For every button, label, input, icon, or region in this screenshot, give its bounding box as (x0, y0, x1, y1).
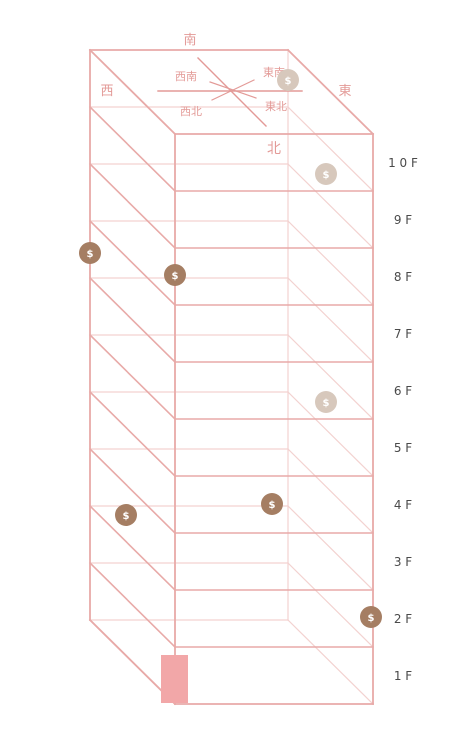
floor-west-line (88, 276, 177, 364)
marker-circle (164, 264, 186, 286)
roof-east-edge (286, 48, 375, 136)
floor-west-line (88, 618, 177, 706)
floor-label-3f: 3 F (394, 555, 412, 569)
dollar-icon: $ (368, 613, 375, 624)
back-diagonal (287, 505, 374, 591)
marker-circle (360, 606, 382, 628)
money-marker: $ (261, 493, 283, 515)
back-frame-lines (89, 49, 374, 705)
floor-west-line (88, 162, 177, 250)
roof-west-edge (88, 48, 177, 136)
back-diagonal (287, 334, 374, 420)
marker-circle (315, 391, 337, 413)
back-diagonal (287, 619, 374, 705)
floor-label-5f: 5 F (394, 441, 412, 455)
floor-west-line (88, 447, 177, 535)
floor-label-7f: 7 F (394, 327, 412, 341)
money-marker: $ (79, 242, 101, 264)
marker-circle (277, 69, 299, 91)
compass-diagonal-minor (211, 79, 255, 101)
money-marker: $ (315, 163, 337, 185)
money-marker: $ (277, 69, 299, 91)
floor-label-10f: 1 0 F (388, 156, 418, 170)
back-diagonal (287, 391, 374, 477)
back-diagonal (287, 163, 374, 249)
floor-label-6f: 6 F (394, 384, 412, 398)
compass-diagonal-axis (197, 57, 267, 127)
marker-circle (115, 504, 137, 526)
floor-west-line (88, 504, 177, 592)
compass-south-label: 南 (183, 32, 196, 48)
floor-label-2f: 2 F (394, 612, 412, 626)
compass-northeast-label: 東北 (265, 100, 287, 113)
money-marker: $ (164, 264, 186, 286)
compass-west-label: 西 (100, 84, 113, 99)
dollar-icon: $ (172, 271, 179, 282)
building-frame (88, 48, 375, 706)
floor-label-9f: 9 F (394, 213, 412, 227)
floor-west-line (88, 390, 177, 478)
floor-label-4f: 4 F (394, 498, 412, 512)
money-markers: $ $ $ $ $ $ $ $ (79, 69, 382, 628)
compass-southwest-label: 西南 (175, 70, 197, 83)
money-marker: $ (115, 504, 137, 526)
marker-circle (315, 163, 337, 185)
money-marker: $ (315, 391, 337, 413)
dollar-icon: $ (87, 249, 94, 260)
compass-north-label: 北 (267, 141, 281, 157)
back-diagonal (287, 106, 374, 192)
compass-northwest-label: 西北 (180, 105, 202, 118)
floor-west-line (88, 219, 177, 307)
floor-west-line (88, 333, 177, 421)
back-diagonal (287, 277, 374, 363)
marker-circle (261, 493, 283, 515)
dollar-icon: $ (123, 511, 130, 522)
floor-label-1f: 1 F (394, 669, 412, 683)
dollar-icon: $ (285, 76, 292, 87)
money-marker: $ (360, 606, 382, 628)
marker-circle (79, 242, 101, 264)
back-diagonal (287, 220, 374, 306)
entrance-door (161, 655, 188, 703)
dollar-icon: $ (269, 500, 276, 511)
floor-west-line (88, 105, 177, 193)
back-diagonal (287, 448, 374, 534)
back-diagonal (287, 562, 374, 648)
dollar-icon: $ (323, 398, 330, 409)
floor-west-line (88, 561, 177, 649)
floor-labels: 1 0 F 9 F 8 F 7 F 6 F 5 F 4 F 3 F 2 F 1 F (388, 156, 418, 683)
compass-east-label: 東 (338, 83, 351, 99)
floor-label-8f: 8 F (394, 270, 412, 284)
dollar-icon: $ (323, 170, 330, 181)
